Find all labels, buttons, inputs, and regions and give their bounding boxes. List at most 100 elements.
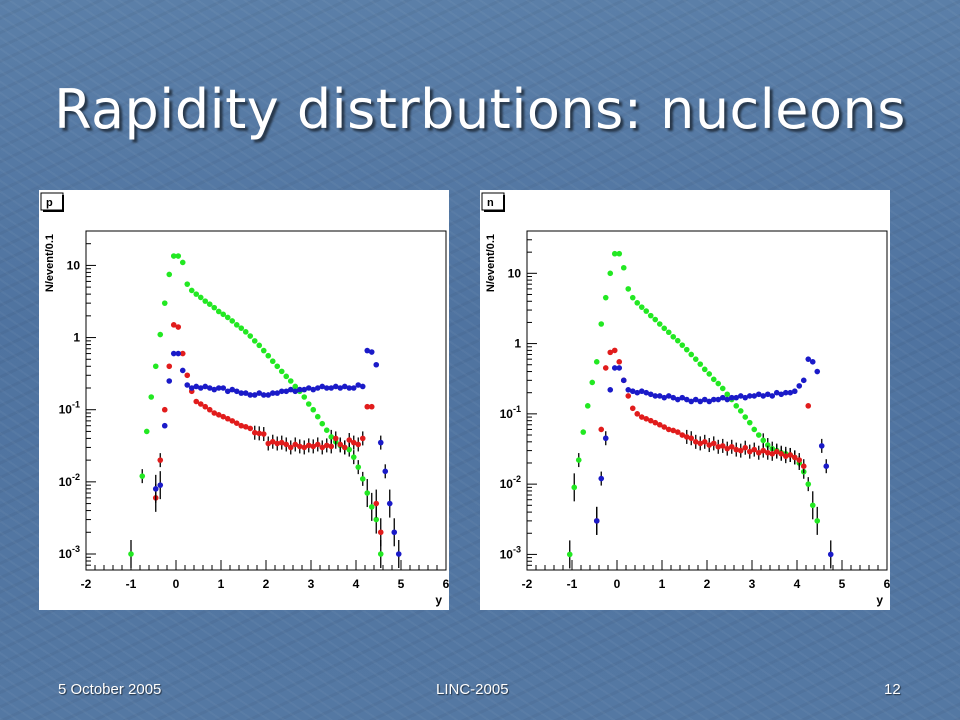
data-point-blue [638,388,645,395]
data-point-red [706,442,713,448]
data-point-blue [823,463,830,469]
y-axis-label: N/event/0.1 [485,234,497,292]
proton-plot-panel: p -2 -1 0 1 2 3 4 5 6 10-3 10-2 10-1 1 10 y N/event/0.1 [39,190,449,610]
proton-rapidity-chart: p -2 -1 0 1 2 3 4 5 6 10-3 10-2 10-1 1 10 y N/event/0.1 [40,192,449,607]
data-point-red [350,439,357,446]
data-point-blue [152,486,159,492]
data-point-green [634,300,641,306]
data-point-blue [355,382,362,388]
data-point-blue [688,398,695,405]
data-point-green [377,551,384,557]
data-point-red [323,442,330,449]
data-point-green [656,321,663,327]
x-tick-label: -1 [567,577,578,591]
data-point-blue [269,390,276,396]
data-point-blue [188,385,195,391]
data-point-blue [328,385,335,391]
data-point-red [220,413,227,420]
data-point-red [373,500,380,507]
data-point-red [175,324,182,330]
data-point-red [355,441,362,448]
data-point-blue [157,482,164,488]
x-tick-label: -1 [126,577,137,591]
data-point-red [760,447,767,454]
data-point-red [598,426,605,433]
data-point-blue [382,468,389,475]
series-red [152,322,384,547]
data-point-green [620,264,627,271]
data-point-red [260,431,267,437]
y-tick-label: 10 [508,266,522,280]
y-tick-label: 10 [67,258,81,272]
x-tick-label: 2 [704,577,711,591]
data-point-green [688,351,695,358]
data-point-blue [710,396,717,403]
data-point-red [751,446,758,453]
data-point-blue [692,396,699,403]
data-point-green [665,329,672,336]
data-point-red [710,440,717,447]
data-point-green [238,325,245,331]
series-blue [593,356,834,569]
data-point-red [769,451,776,457]
data-point-red [652,419,659,426]
data-point-blue [728,394,735,401]
data-point-red [283,441,290,448]
data-point-blue [332,383,339,390]
data-point-red [157,457,164,463]
data-point-red [719,443,726,449]
data-point-blue [337,385,344,391]
data-point-green [764,442,771,448]
x-tick-label: -2 [522,577,533,591]
data-point-red [166,363,173,370]
x-tick-label: 4 [794,577,801,591]
data-point-blue [251,392,258,398]
data-point-green [328,434,335,440]
data-point-red [629,405,636,412]
data-point-green [724,391,731,398]
data-point-red [184,372,191,379]
data-point-red [643,416,650,422]
data-point-blue [764,391,771,398]
data-point-red [755,449,762,456]
data-point-green [359,476,366,482]
data-point-blue [377,439,384,446]
data-point-blue [233,388,240,395]
data-point-red [179,350,186,357]
data-point-blue [395,551,402,557]
data-point-blue [283,388,290,395]
x-tick-label: 3 [749,577,756,591]
data-point-green [593,359,600,365]
data-point-red [337,441,344,448]
neutron-rapidity-chart: n -2 -1 0 1 2 3 4 5 6 10-3 10-2 10-1 1 10 y N/event/0.1 [481,192,890,607]
data-point-blue [665,393,672,399]
data-point-red [202,403,209,410]
data-point-green [679,342,686,348]
data-point-green [175,253,182,259]
data-point-green [737,408,744,414]
data-point-green [692,356,699,362]
data-point-red [764,449,771,456]
data-point-blue [674,396,681,403]
data-point-green [260,347,267,354]
data-point-red [206,406,213,413]
data-point-blue [679,394,686,401]
data-point-green [364,490,371,496]
data-point-green [616,250,623,257]
data-point-blue [238,390,245,396]
data-point-red [697,440,704,447]
x-axis-label: y [876,593,883,607]
data-point-red [634,411,641,417]
data-point-green [697,361,704,367]
data-point-blue [224,388,231,395]
data-point-red [229,418,236,424]
data-point-green [368,504,375,510]
data-point-blue [391,529,398,536]
x-tick-label: 0 [614,577,621,591]
data-point-blue [346,385,353,391]
data-point-green [647,312,654,319]
data-point-red [602,365,609,371]
data-point-blue [796,383,803,389]
data-point-red [197,401,204,407]
data-point-green [319,420,326,427]
